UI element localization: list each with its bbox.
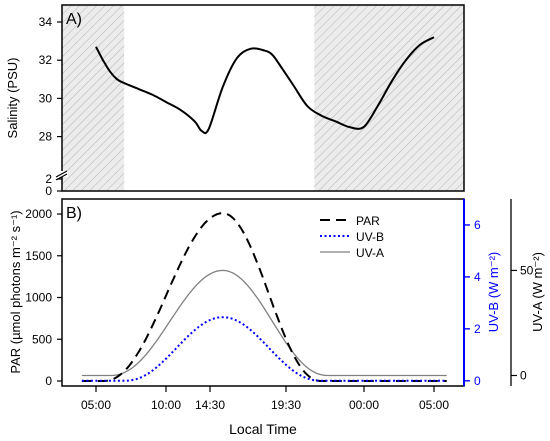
- y-axis-label-uva: UV-A (W m⁻²): [530, 252, 545, 332]
- par-ytick-label: 500: [32, 332, 52, 346]
- x-axis-label: Local Time: [229, 421, 297, 437]
- a-ytick-label: 34: [39, 15, 53, 29]
- panel-a: 02 28 30 32 34 A) Salinity (PSU): [5, 4, 465, 198]
- y-axis-label-par: PAR (µmol photons m⁻² s⁻¹): [8, 210, 23, 373]
- par-ytick-label: 2000: [25, 207, 52, 221]
- xtick-label: 19:30: [271, 398, 301, 412]
- axis-break-mark: [55, 170, 68, 178]
- uva-line: [81, 269, 447, 377]
- uvb-line: [81, 316, 447, 382]
- xtick-label: 05:00: [419, 398, 449, 412]
- a-ytick-label: 28: [39, 130, 53, 144]
- par-ytick-label: 0: [45, 374, 52, 388]
- panel-b-frame: [61, 198, 465, 387]
- panel-a-label: A): [66, 11, 82, 28]
- uvb-ytick-label: 2: [474, 322, 481, 336]
- xtick-label: 10:00: [151, 398, 181, 412]
- par-ytick-label: 1000: [25, 291, 52, 305]
- uvb-ytick-label: 6: [474, 218, 481, 232]
- panel-b: 0 500 1000 1500 2000 0 2 4 6 0 50 05:00 10:00 14:3…: [8, 198, 545, 437]
- night-shading: [314, 5, 464, 191]
- y-axis-label-salinity: Salinity (PSU): [5, 58, 20, 139]
- legend-label-uvb: UV-B: [356, 230, 384, 244]
- a-ytick-label: 0: [45, 184, 52, 198]
- uva-ytick-label: 0: [520, 368, 527, 382]
- legend: PAR UV-B UV-A: [320, 214, 384, 260]
- par-ytick-label: 1500: [25, 249, 52, 263]
- a-ytick-label: 30: [39, 91, 53, 105]
- salinity-line: [95, 36, 435, 135]
- legend-label-par: PAR: [356, 214, 380, 228]
- a-ytick-label: 32: [39, 53, 53, 67]
- night-shading: [62, 5, 125, 191]
- panel-b-label: B): [66, 205, 82, 222]
- uvb-ytick-label: 0: [474, 374, 481, 388]
- uva-ytick-label: 50: [520, 263, 534, 277]
- a-ytick-label: 2: [45, 172, 52, 186]
- y-axis-label-uvb: UV-B (W m⁻²): [486, 252, 501, 333]
- uvb-ytick-label: 4: [474, 270, 481, 284]
- par-line: [81, 212, 447, 382]
- xtick-label: 05:00: [81, 398, 111, 412]
- legend-label-uva: UV-A: [356, 246, 384, 260]
- xtick-label: 00:00: [349, 398, 379, 412]
- xtick-label: 14:30: [195, 398, 225, 412]
